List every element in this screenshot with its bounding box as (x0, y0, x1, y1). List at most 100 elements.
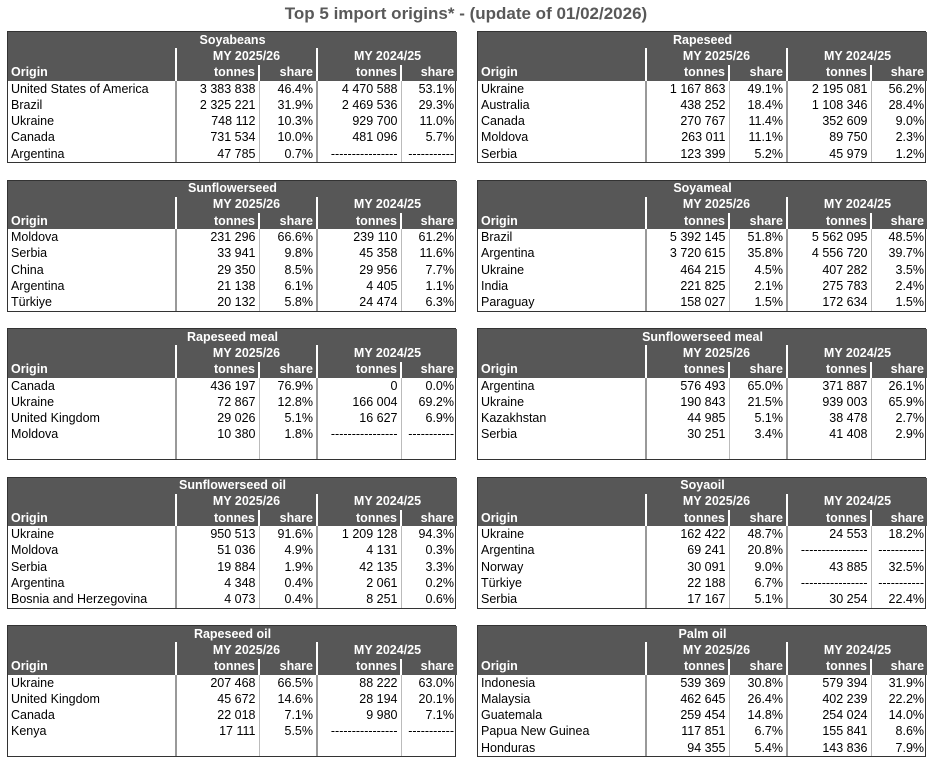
period-header: MY 2025/26 (175, 493, 317, 511)
origin-cell: Bosnia and Herzegovina (11, 592, 148, 607)
value-cell: 22.4% (870, 591, 927, 608)
table-title: Soyabeans (8, 32, 458, 49)
data-row: Türkiye 22 188 6.7% ---------------- -------… (478, 575, 927, 592)
column-header: tonnes (786, 510, 871, 527)
table-block: Sunflowerseed MY 2025/26 MY 2024/25 Origin t… (7, 179, 457, 312)
value-cell: 7.7% (400, 261, 457, 279)
column-header: share (869, 64, 928, 81)
column-header: Origin (478, 361, 646, 378)
value-cell: 7.1% (400, 707, 457, 724)
value-cell (258, 443, 317, 460)
blank-cell (8, 48, 176, 65)
column-header: tonnes (786, 658, 871, 675)
column-row: Origin tonnes share tonnes share (8, 213, 457, 230)
column-header: share (870, 213, 927, 230)
value-cell: 275 783 (786, 278, 871, 295)
origin-cell: Türkiye (481, 575, 522, 590)
column-header: tonnes (645, 361, 729, 378)
value-cell: 2 469 536 (316, 97, 401, 114)
value-cell: 65.9% (870, 394, 927, 411)
data-row (478, 443, 927, 460)
origin-cell: Ukraine (481, 262, 525, 277)
value-cell: 3.4% (728, 426, 787, 444)
data-row: Moldova 51 036 4.9% 4 131 0.3% (8, 542, 457, 559)
origin-cell: Papua New Guinea (481, 724, 590, 739)
column-header: tonnes (645, 658, 729, 675)
value-cell: 30 251 (645, 426, 729, 444)
blank-cell (478, 345, 646, 362)
period-header: MY 2025/26 (645, 48, 787, 65)
value-cell: 5.8% (258, 294, 317, 311)
column-header: Origin (8, 510, 176, 527)
data-table: Sunflowerseed MY 2025/26 MY 2024/25 Origin t… (8, 180, 457, 311)
column-header: Origin (8, 213, 176, 230)
value-cell (258, 740, 317, 757)
origin-cell: Argentina (11, 146, 65, 161)
column-header: tonnes (645, 64, 729, 81)
value-cell (645, 443, 729, 460)
value-cell (400, 443, 457, 460)
value-cell: 69 241 (645, 542, 729, 559)
value-cell: 0.6% (400, 591, 457, 608)
period-header: MY 2024/25 (786, 196, 927, 214)
origin-cell: United Kingdom (11, 411, 100, 426)
value-cell: 9 980 (316, 707, 401, 724)
column-header: tonnes (316, 213, 401, 230)
value-cell: 6.7% (728, 723, 787, 741)
value-cell: ----------- (400, 146, 458, 163)
value-cell: 14.8% (728, 707, 787, 724)
value-cell: 371 887 (786, 377, 871, 395)
data-row (8, 443, 457, 460)
value-cell: 51.8% (728, 229, 787, 246)
page-title: Top 5 import origins* - (update of 01/02… (284, 4, 648, 23)
origin-cell: Ukraine (481, 81, 525, 96)
column-header: tonnes (316, 510, 401, 527)
data-row: United Kingdom 45 672 14.6% 28 194 20.1% (8, 691, 457, 708)
value-cell: 26.1% (870, 377, 927, 395)
origin-cell: Brazil (11, 97, 43, 112)
data-row: Argentina 21 138 6.1% 4 405 1.1% (8, 278, 457, 295)
column-header: tonnes (786, 213, 871, 230)
value-cell: 12.8% (258, 394, 317, 411)
origin-cell: India (481, 278, 509, 293)
value-cell: 94 355 (645, 740, 729, 757)
origin-cell: Norway (481, 559, 524, 574)
data-row: United Kingdom 29 026 5.1% 16 627 6.9% (8, 410, 457, 427)
data-row: Kazakhstan 44 985 5.1% 38 478 2.7% (478, 410, 927, 427)
period-header: MY 2025/26 (645, 493, 787, 511)
data-row: Argentina 3 720 615 35.8% 4 556 720 39.7% (478, 245, 927, 262)
period-row: MY 2025/26 MY 2024/25 (8, 493, 457, 511)
data-row: Honduras 94 355 5.4% 143 836 7.9% (478, 740, 928, 757)
origin-cell: Guatemala (481, 708, 543, 723)
period-header: MY 2025/26 (645, 345, 787, 362)
period-row: MY 2025/26 MY 2024/25 (478, 345, 927, 362)
origin-cell: United States of America (11, 81, 149, 96)
value-cell: 539 369 (645, 674, 729, 692)
blank-cell (8, 345, 176, 362)
origin-cell (8, 740, 176, 756)
value-cell: 32.5% (870, 558, 927, 576)
value-cell: 9.8% (258, 245, 317, 262)
period-header: MY 2025/26 (645, 196, 787, 214)
value-cell: 44 985 (645, 410, 729, 427)
value-cell: 748 112 (175, 113, 259, 130)
value-cell: 88 222 (316, 674, 401, 692)
value-cell: 72 867 (175, 394, 259, 411)
column-header: tonnes (175, 64, 259, 81)
origin-cell: Serbia (481, 146, 518, 161)
value-cell: 28 194 (316, 691, 401, 708)
data-row: China 29 350 8.5% 29 956 7.7% (8, 261, 457, 279)
value-cell: 0.4% (258, 575, 317, 592)
value-cell: 20.8% (728, 542, 787, 559)
value-cell: 21 138 (175, 278, 259, 295)
value-cell: 462 645 (645, 691, 729, 708)
data-row: Argentina 69 241 20.8% ---------------- ----… (478, 542, 927, 559)
value-cell: 53.1% (400, 80, 458, 98)
table-block: Soyabeans MY 2025/26 MY 2024/25 Origin tonne… (7, 31, 458, 164)
origin-cell: Türkiye (11, 295, 52, 310)
value-cell: 42 135 (316, 558, 401, 576)
data-row: Argentina 47 785 0.7% ---------------- -----… (8, 146, 458, 163)
blank-cell (8, 196, 176, 214)
value-cell: 29 350 (175, 261, 259, 279)
